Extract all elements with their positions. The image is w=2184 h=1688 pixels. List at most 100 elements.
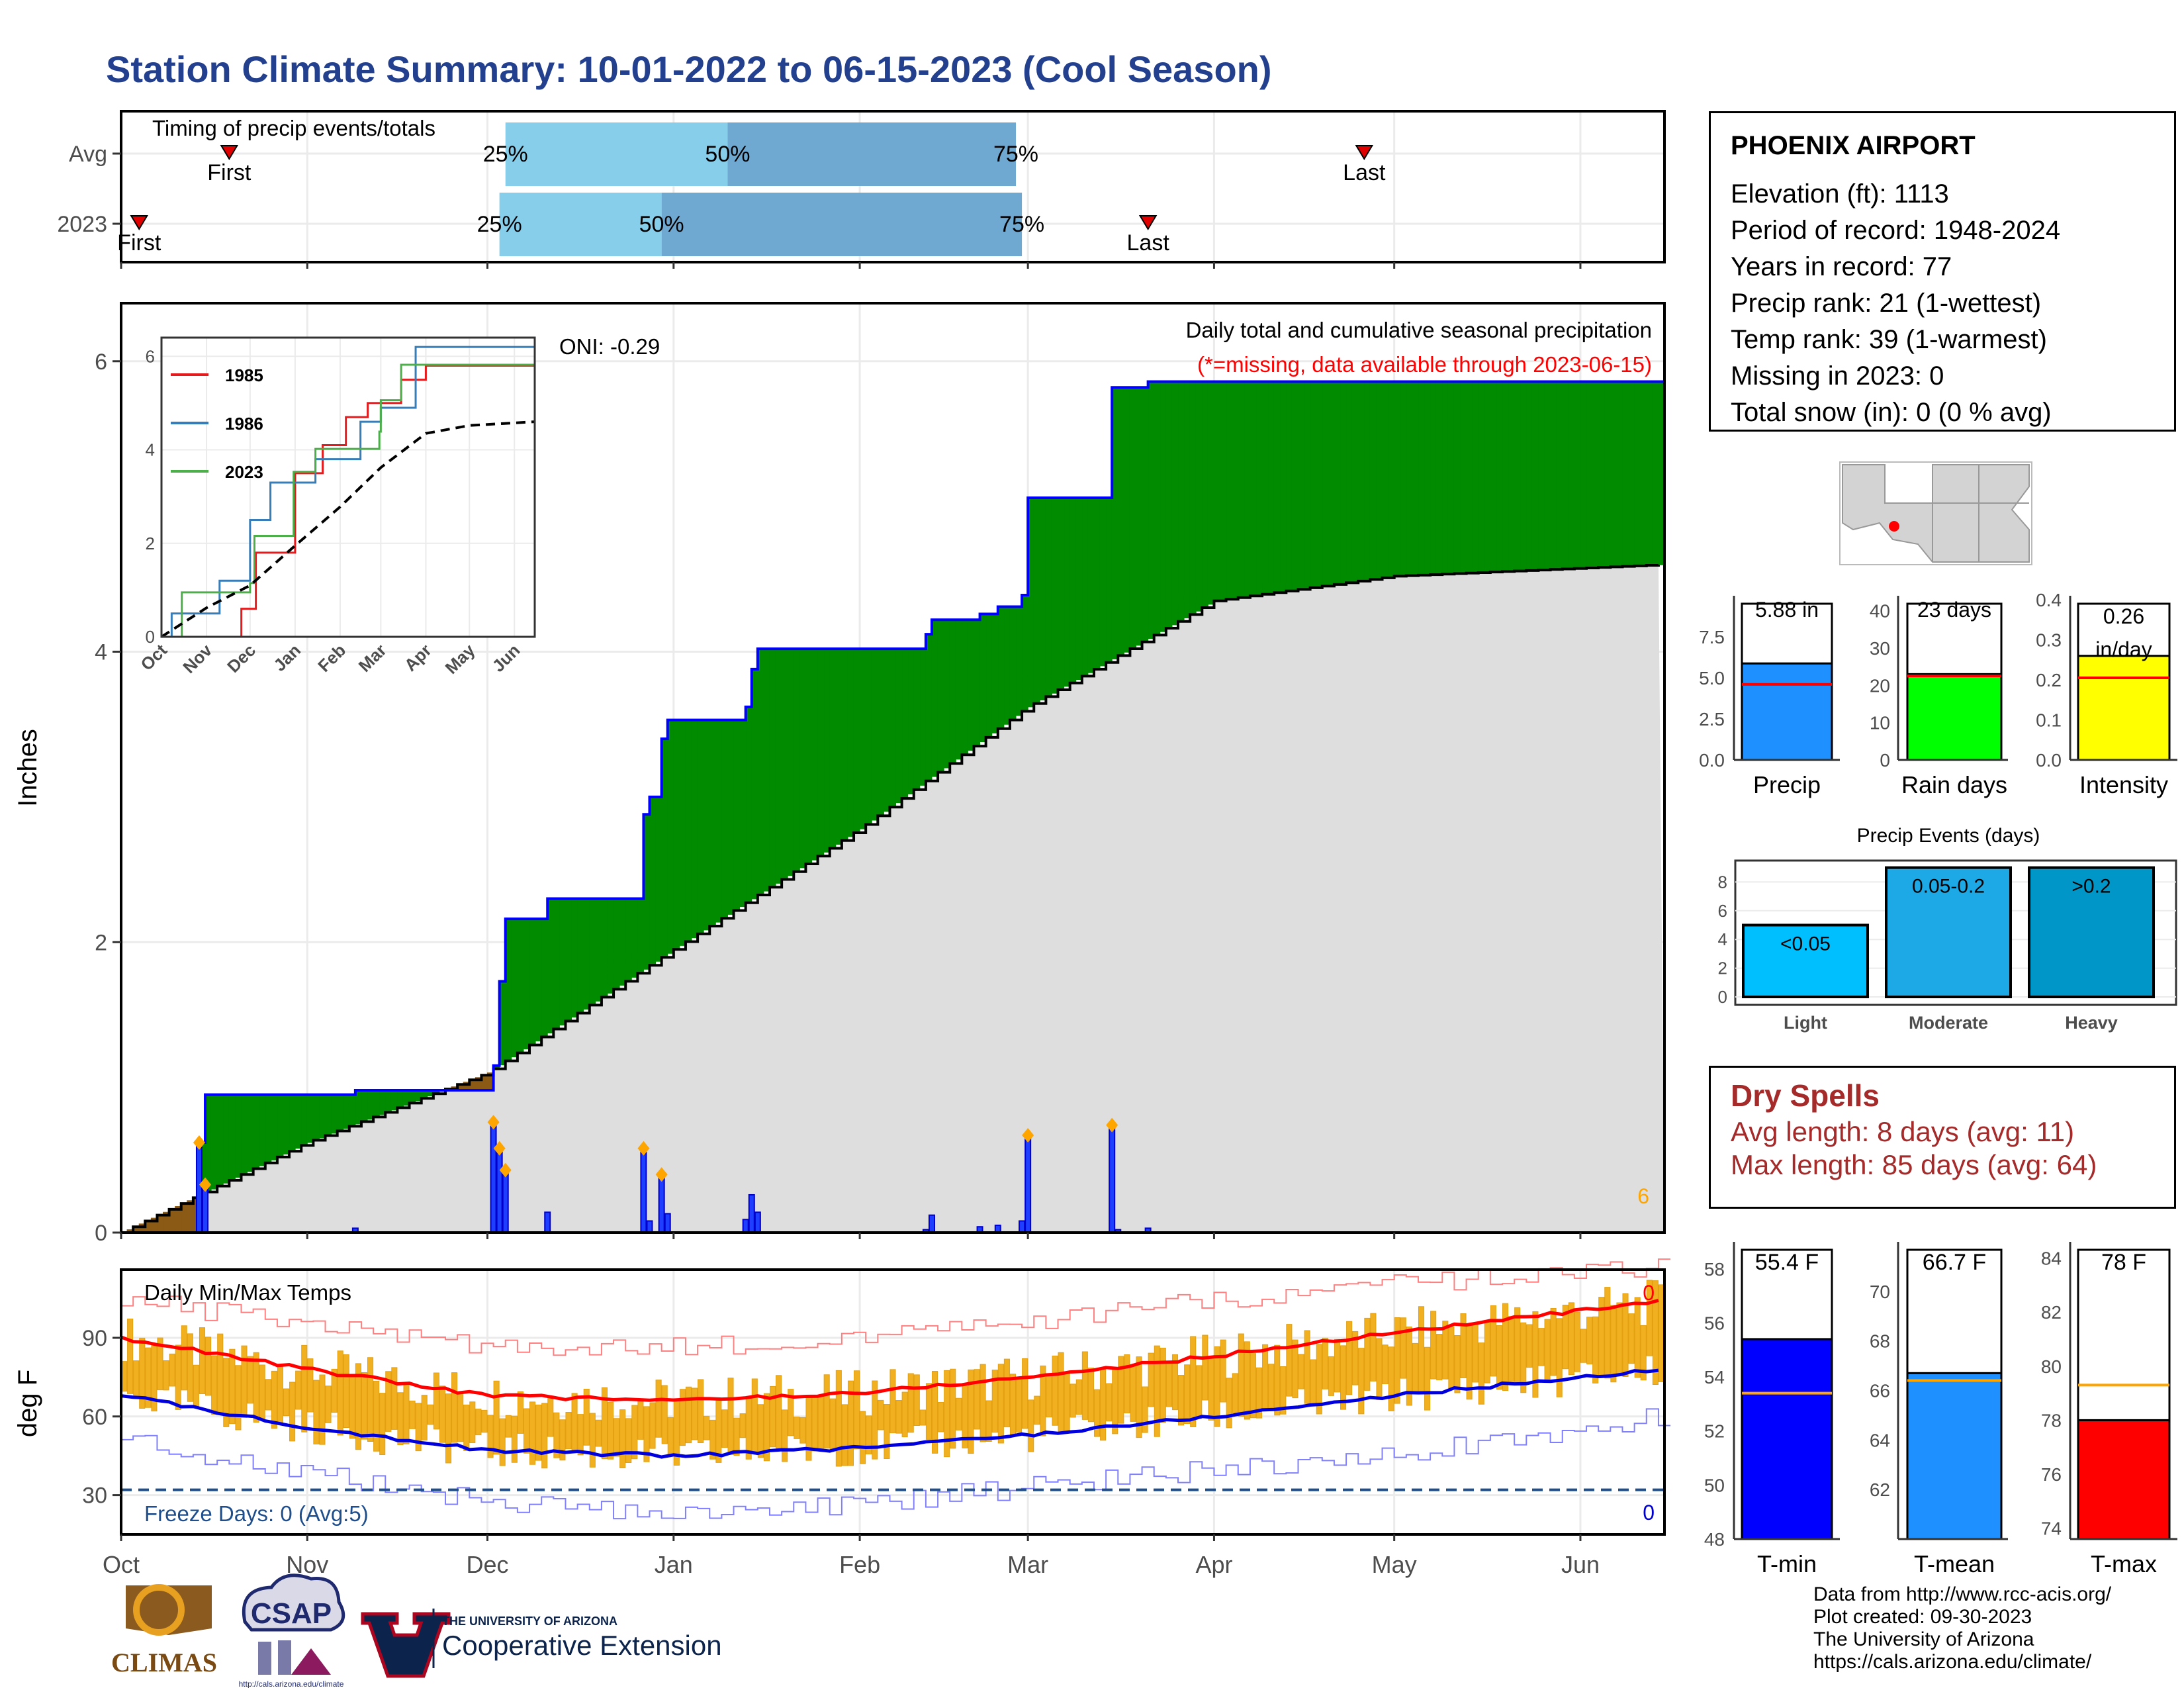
events-tick: 2 [1718,959,1727,978]
station-location-dot [1889,521,1899,532]
temp-tmax-value: 78 F [2101,1250,2146,1275]
timing-row-label: Avg [69,142,107,167]
bar-intensity-bar [2077,655,2171,761]
footer-credits: Data from http://www.rcc-acis.org/ Plot … [1813,1583,2111,1673]
temp-top-count: 0 [1643,1281,1655,1305]
cumulative-2023-line [121,379,1666,1234]
temp-tmean-tick: 64 [1870,1430,1890,1450]
timing-2023-bar-q1 [499,193,662,256]
inset-ytick-label: 4 [146,440,155,460]
daily-precip-bar [640,1147,647,1233]
daily-precip-bar [496,1147,503,1233]
precip-ytick-label: 2 [95,930,107,955]
inset-legend-label: 2023 [225,462,263,482]
temp-tmin-tick: 54 [1704,1367,1725,1387]
inset-bg [161,338,535,637]
daily-precip-bar [742,1219,749,1233]
bar-precip-label: Precip [1753,771,1821,798]
temp-tmax-label: T-max [2091,1550,2157,1577]
temp-heading: Daily Min/Max Temps [144,1280,351,1305]
bar-raindays-bar [1906,673,2003,761]
month-label: Mar [1007,1551,1048,1578]
bar-raindays-cap [1906,602,2003,675]
bar-intensity-tick: 0.1 [2036,710,2062,731]
climas-logo-sun [133,1584,185,1636]
bar-intensity-tick: 0.2 [2036,670,2062,690]
bar-raindays-tick: 40 [1870,601,1890,622]
precip-ytick-label: 6 [95,350,107,375]
daily-precip-bar [1024,1135,1032,1234]
page-title: Station Climate Summary: 10-01-2022 to 0… [106,48,1272,90]
temp-tmin-tick: 52 [1704,1421,1725,1442]
timing-avg-first-marker [220,145,239,160]
timing-row-label: 2023 [57,212,107,237]
events-bar-heavy [2028,866,2155,999]
daily-precip-bar [658,1174,665,1233]
daily-precip-bar [490,1121,497,1234]
temp-tmax-tick: 82 [2041,1302,2062,1323]
csap-logo-url: http://cals.arizona.edu/climate [239,1679,344,1688]
temp-tmean-cap [1906,1248,2003,1374]
dry-spells-avg: Avg length: 8 days (avg: 11) [1731,1116,2075,1147]
events-tick: 4 [1718,929,1727,949]
station-info-panel: PHOENIX AIRPORT Elevation (ft): 1113 Per… [1709,111,2176,432]
precip-missing-note: (*=missing, data available through 2023-… [1197,352,1652,377]
timing-2023-label-75: 75% [999,212,1044,237]
bar-raindays-tick: 30 [1870,638,1890,659]
bar-intensity-cap [2077,602,2171,657]
timing-2023-label-50: 50% [639,212,684,237]
inset-legend-label: 1986 [225,414,263,434]
temp-tmax-tick: 84 [2041,1248,2062,1268]
events-category-label: Heavy [2065,1013,2118,1033]
bar-precip-cap [1741,602,1833,665]
station-precip-rank: Precip rank: 21 (1-wettest) [1731,289,2042,318]
csap-logo-bars [258,1640,291,1675]
month-label: Apr [1195,1551,1232,1578]
daily-precip-bar [1019,1220,1026,1233]
temp-tmean-tick: 68 [1870,1331,1890,1352]
temp-bottom-count: 0 [1643,1501,1655,1524]
event-count: 6 [1637,1184,1649,1208]
bar-precip-tick: 5.0 [1699,668,1725,688]
daily-precip-marker [499,1162,512,1178]
daily-precip-marker [193,1135,205,1150]
timing-2023-last-marker [1138,215,1158,230]
timing-avg-first-label: First [207,160,251,185]
events-title: Precip Events (days) [1857,825,2040,847]
climas-logo-shape [126,1585,212,1635]
daily-precip-bar [1109,1124,1116,1233]
events-bar-moderate [1885,866,2012,999]
ua-logo-a [361,1612,451,1678]
temp-tmax-tick: 74 [2041,1519,2062,1539]
temp-tmax-tick: 80 [2041,1356,2062,1377]
record-low-line [121,1408,1671,1520]
bar-raindays-tick: 10 [1870,713,1890,733]
daily-precip-bar [195,1141,203,1234]
csap-logo-mountain [291,1648,331,1675]
station-temp-rank: Temp rank: 39 (1-warmest) [1731,325,2047,354]
events-category-label: Moderate [1909,1013,1988,1033]
precip-ytick-label: 0 [95,1221,107,1246]
temp-tmean-value: 66.7 F [1923,1250,1986,1275]
bar-precip-tick: 2.5 [1699,709,1725,729]
footer-line: Data from http://www.rcc-acis.org/ [1813,1583,2112,1605]
timing-2023-bar-q2 [661,193,1023,256]
bar-intensity-value-unit: in/day [2095,637,2152,661]
events-tick: 6 [1718,901,1727,921]
precip-panel-frame [120,302,1666,1234]
temp-tmax-cap [2077,1248,2171,1421]
station-years: Years in record: 77 [1731,252,1952,281]
inset-legend-label: 1985 [225,365,263,385]
daily-precip-bar [502,1169,509,1233]
inset-ytick-label: 0 [146,627,155,647]
temp-tmean-label: T-mean [1914,1550,1995,1577]
csap-logo-cloud [242,1573,345,1632]
station-period: Period of record: 1948-2024 [1731,216,2061,245]
daily-precip-bar [748,1194,755,1234]
daily-precip-bar [754,1211,761,1233]
precip-ytick-label: 4 [95,640,107,665]
daily-precip-marker [1022,1128,1034,1143]
timing-avg-last-label: Last [1343,160,1386,185]
inset-ytick-label: 2 [146,534,155,553]
dry-spells-max: Max length: 85 days (avg: 64) [1731,1149,2097,1180]
